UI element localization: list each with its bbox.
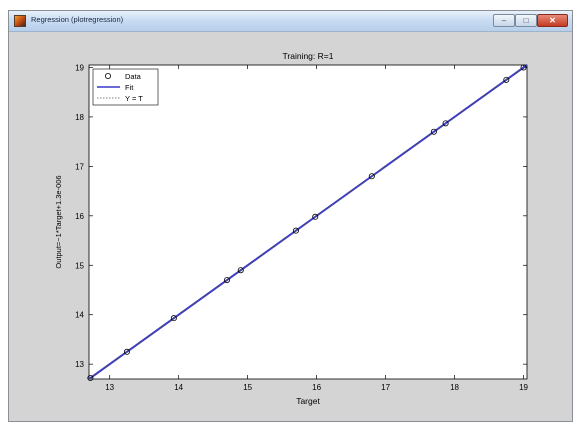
matlab-icon	[14, 15, 26, 27]
y-tick-label: 15	[75, 261, 84, 270]
data-point	[87, 375, 94, 382]
data-point	[170, 315, 177, 322]
data-point	[520, 64, 527, 71]
figure-area: 13 14 15 16 17 18 19 13 14 15 16 17 18 19 Training: R…	[9, 32, 572, 421]
minimize-button[interactable]: ‒	[493, 14, 515, 27]
points-layer	[87, 64, 527, 382]
x-tick-label: 15	[243, 383, 252, 392]
legend: Data Fit Y = T	[92, 68, 159, 106]
data-point	[292, 227, 299, 234]
legend-label-fit: Fit	[125, 83, 134, 92]
data-point	[123, 348, 130, 355]
x-tick-label: 18	[450, 383, 459, 392]
window-title: Regression (plotregression)	[31, 15, 124, 24]
title-bar[interactable]: Regression (plotregression) ‒ □ ✕	[9, 11, 572, 32]
x-axis-label: Target	[296, 396, 320, 406]
y-tick-label: 14	[75, 311, 84, 320]
maximize-button[interactable]: □	[515, 14, 537, 27]
x-tick-label: 13	[105, 383, 114, 392]
data-point	[223, 277, 230, 284]
ticks-layer: 13 14 15 16 17 18 19 13 14 15 16 17 18 19	[75, 63, 528, 392]
fit-line	[88, 64, 528, 380]
x-tick-label: 19	[519, 383, 528, 392]
data-point	[312, 213, 319, 220]
y-tick-label: 18	[75, 113, 84, 122]
data-point	[442, 120, 449, 127]
y-axis-label: Output=~1*Target+1.3e-006	[54, 175, 63, 268]
x-tick-label: 16	[312, 383, 321, 392]
data-point	[430, 128, 437, 135]
y-tick-label: 13	[75, 360, 84, 369]
close-button[interactable]: ✕	[537, 14, 568, 27]
chart-title: Training: R=1	[283, 51, 334, 61]
x-tick-label: 17	[381, 383, 390, 392]
y-tick-label: 19	[75, 63, 84, 72]
data-point	[503, 76, 510, 83]
lines-layer	[88, 64, 528, 380]
data-point	[237, 267, 244, 274]
y-tick-label: 16	[75, 212, 84, 221]
legend-data-marker	[105, 73, 112, 80]
legend-label-data: Data	[125, 72, 142, 81]
data-point	[368, 173, 375, 180]
regression-plot: 13 14 15 16 17 18 19 13 14 15 16 17 18 19 Training: R…	[54, 51, 529, 406]
y-tick-label: 17	[75, 162, 84, 171]
x-tick-label: 14	[174, 383, 183, 392]
regression-window: Regression (plotregression) ‒ □ ✕ 13 14 15…	[8, 10, 573, 422]
legend-label-yt: Y = T	[125, 94, 143, 103]
